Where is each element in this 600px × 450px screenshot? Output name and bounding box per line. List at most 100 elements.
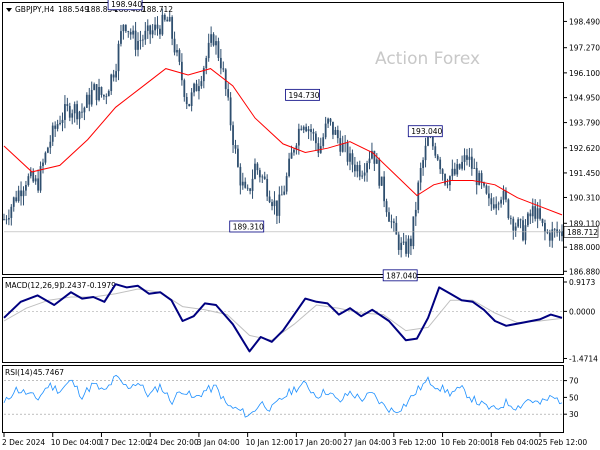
rsi-tick-label: 70 [569, 377, 579, 386]
candle-body [441, 169, 444, 175]
candle-body [22, 190, 25, 197]
candle-body [358, 165, 361, 177]
candle-body [297, 128, 300, 146]
candle-body [548, 232, 551, 241]
candle-body [25, 185, 27, 191]
candle-body [15, 197, 18, 202]
candle-body [71, 113, 74, 118]
candle-body [507, 199, 510, 218]
candle-body [351, 153, 354, 165]
candle-body [215, 41, 217, 46]
candle-body [154, 24, 156, 31]
triangle-down-icon[interactable] [6, 8, 12, 12]
candle-body [556, 229, 559, 233]
candle-body [419, 168, 422, 183]
candle-body [229, 97, 232, 126]
candle-body [544, 222, 546, 232]
candle-body [271, 202, 273, 207]
price-tick-label: 192.620 [569, 144, 600, 153]
last-price-label: 188.712 [567, 228, 598, 237]
candle-body [514, 226, 517, 231]
price-tick-label: 196.100 [569, 69, 600, 78]
macd-panel-frame [2, 277, 564, 363]
candle-body [332, 121, 334, 135]
candle-body [349, 153, 351, 162]
candle-body [34, 178, 37, 182]
candle-body [183, 80, 186, 97]
candle-body [268, 196, 271, 203]
candle-body [100, 87, 103, 95]
candle-body [51, 125, 54, 142]
macd-tick-label: 0.9173 [569, 278, 595, 287]
candle-body [505, 190, 507, 200]
candle-body [117, 43, 120, 72]
candle-body [371, 150, 373, 159]
candle-body [285, 176, 288, 192]
candle-body [44, 152, 47, 163]
candle-body [273, 200, 276, 207]
candle-body [468, 156, 471, 160]
candle-body [61, 119, 64, 123]
candle-body [173, 38, 176, 53]
rsi-panel: 70 50 30 [3, 374, 579, 419]
candle-body [88, 94, 91, 105]
candle-body [7, 217, 10, 220]
rsi-tick-label: 30 [569, 410, 579, 419]
candle-body [46, 147, 49, 153]
price-tick-label: 190.310 [569, 193, 600, 202]
candle-body [17, 190, 20, 202]
price-tick-label: 194.950 [569, 94, 600, 103]
candle-body [29, 171, 32, 177]
candle-body [478, 173, 481, 185]
macd-value-2: -0.1979 [87, 281, 116, 290]
candle-body [512, 218, 515, 231]
watermark-text: Action Forex [375, 49, 480, 69]
candle-body [561, 231, 563, 237]
candle-body [64, 104, 66, 120]
price-tick-label: 198.490 [569, 17, 600, 26]
candle-body [497, 203, 500, 205]
candle-body [112, 74, 115, 78]
candle-body [312, 132, 315, 134]
time-tick-label: 10 Jan 12:00 [246, 438, 294, 447]
candle-body [134, 30, 137, 50]
candle-body [485, 185, 488, 194]
candle-body [256, 163, 259, 171]
candle-body [414, 209, 417, 217]
candle-body [463, 155, 466, 162]
candle-body [49, 141, 52, 148]
candle-body [12, 197, 15, 207]
candle-body [127, 31, 130, 32]
candle-body [283, 191, 286, 195]
candle-body [237, 148, 239, 167]
callout-box [229, 220, 265, 233]
candle-body [473, 167, 476, 169]
candle-body [95, 84, 98, 101]
price-callouts: 198.940 194.730 189.310 193.040 187.040 [107, 0, 443, 282]
candle-body [137, 40, 139, 50]
ohlc-high: 188.854 [86, 5, 117, 14]
candle-body [519, 219, 522, 221]
candle-body [290, 152, 293, 159]
macd-tick-label: 0.0000 [569, 307, 595, 316]
time-tick-label: 18 Feb 04:00 [489, 438, 538, 447]
candle-body [529, 213, 532, 217]
candle-body [195, 83, 198, 92]
candle-body [346, 142, 349, 162]
time-tick-label: 3 Feb 12:00 [392, 438, 437, 447]
macd-line [3, 283, 563, 353]
candle-body [20, 190, 22, 197]
candle-body [383, 176, 386, 202]
candle-body [434, 146, 437, 156]
candle-body [105, 96, 108, 98]
candle-body [266, 178, 269, 197]
callout-box [285, 88, 320, 101]
candle-body [56, 124, 59, 129]
candle-body [317, 143, 320, 153]
candle-body [458, 164, 461, 169]
candle-body [373, 150, 376, 164]
candle-body [261, 176, 264, 178]
candle-body [176, 50, 178, 53]
candle-body [280, 194, 283, 196]
